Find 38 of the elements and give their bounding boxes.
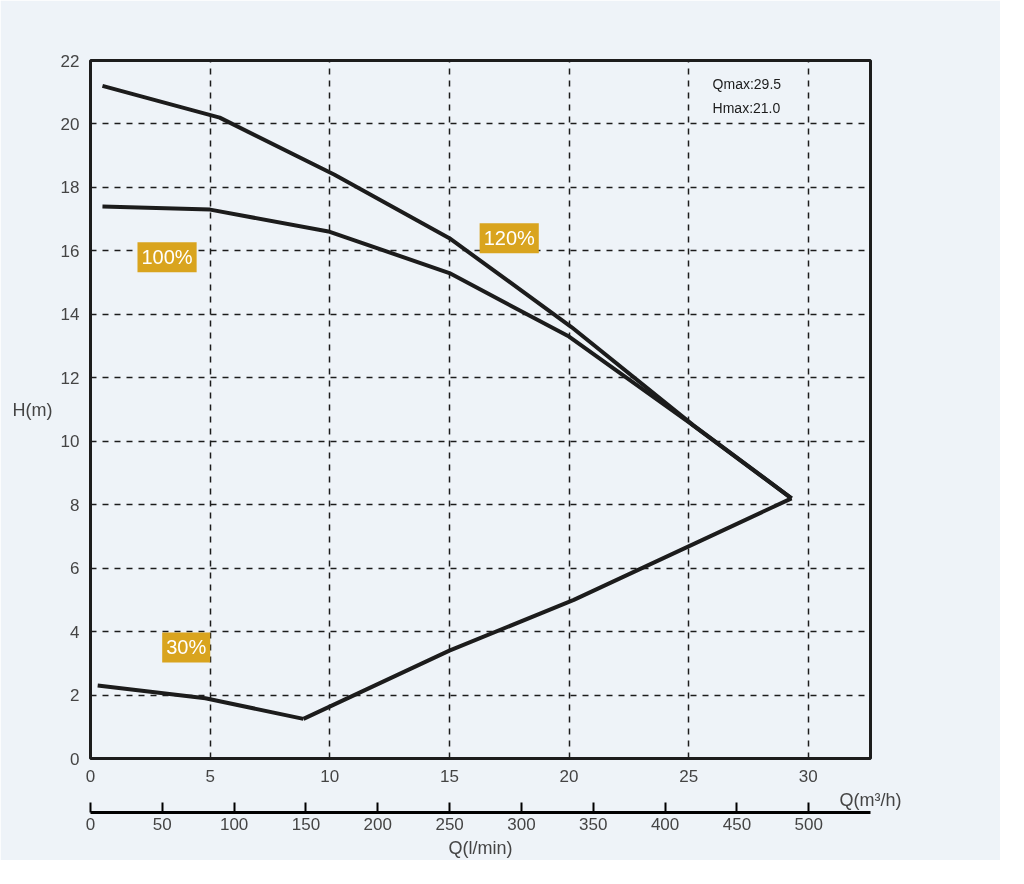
x2-tick-label: 200 — [363, 814, 392, 834]
x-tick-label: 5 — [205, 766, 215, 786]
x2-tick-label: 100 — [219, 814, 249, 834]
y-tick-label: 2 — [70, 686, 80, 706]
x2-tick-label: 50 — [152, 814, 172, 834]
x-tick-label: 15 — [439, 766, 459, 786]
y-tick-label: 14 — [60, 305, 80, 325]
y-tick-label: 4 — [70, 622, 80, 642]
y-axis-title: H(m) — [12, 399, 53, 420]
y-tick-label: 0 — [70, 749, 80, 769]
y-tick-label: 6 — [70, 559, 80, 579]
y-tick-label: 18 — [60, 178, 80, 198]
x2-axis-title: Q(l/min) — [448, 837, 513, 858]
x2-tick-label: 150 — [291, 814, 321, 834]
x2-tick-label: 450 — [722, 814, 752, 834]
x-tick-label: 20 — [559, 766, 579, 786]
x2-tick-label: 0 — [85, 814, 96, 834]
y-tick-label: 10 — [60, 432, 80, 452]
y-tick-label: 22 — [60, 51, 80, 71]
x2-tick-label: 400 — [650, 814, 680, 834]
annotation: Qmax:29.5 — [712, 76, 782, 93]
x2-tick-label: 350 — [579, 814, 608, 834]
x-tick-label: 10 — [320, 766, 340, 786]
series-label: 100% — [141, 246, 193, 269]
x-tick-label: 30 — [798, 766, 818, 786]
x-tick-label: 0 — [85, 766, 96, 786]
x2-tick-label: 500 — [794, 814, 823, 834]
x2-tick-label: 300 — [507, 814, 536, 834]
y-tick-label: 16 — [60, 241, 80, 261]
y-tick-label: 20 — [60, 114, 80, 134]
series-label: 30% — [166, 636, 207, 659]
x-axis-title: Q(m³/h) — [839, 789, 902, 810]
annotation: Hmax:21.0 — [712, 100, 781, 117]
x2-tick-label: 250 — [435, 814, 464, 834]
y-tick-label: 12 — [60, 368, 80, 388]
y-tick-label: 8 — [70, 495, 80, 515]
x-tick-label: 25 — [679, 766, 699, 786]
series-label: 120% — [483, 227, 535, 250]
